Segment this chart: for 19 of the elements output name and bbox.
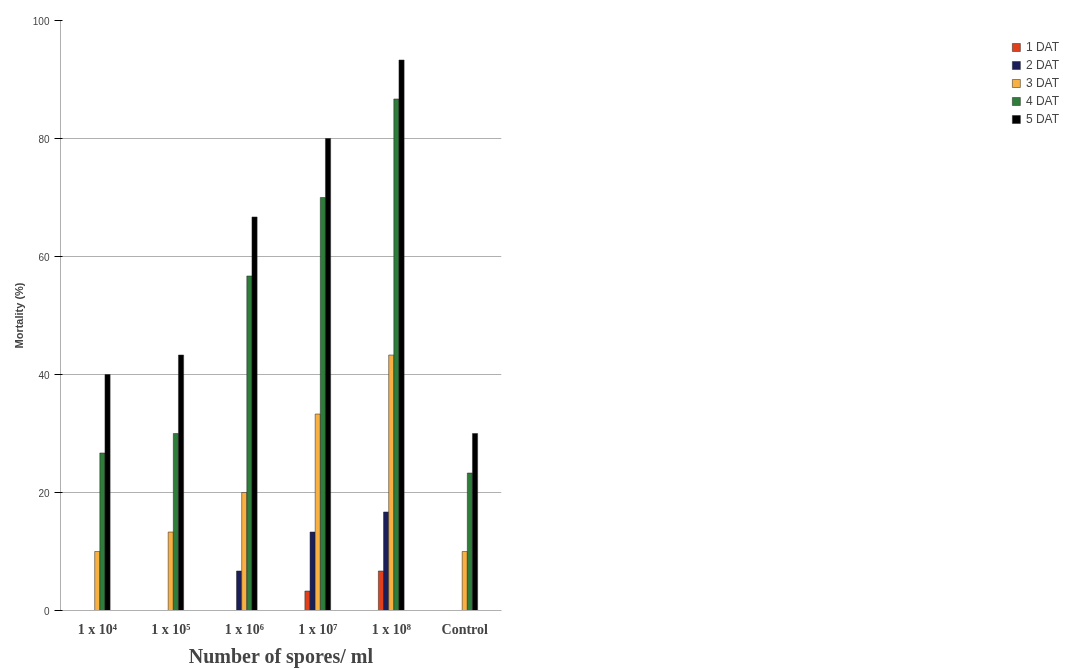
- y-tick-label: 100: [32, 15, 50, 27]
- x-tick-label: Control: [441, 621, 489, 637]
- y-tick-label: 40: [38, 369, 50, 381]
- y-tick-label: 20: [38, 487, 50, 499]
- x-tick-label: 1 x 10⁷: [298, 621, 338, 637]
- x-axis-title: Number of spores/ ml: [188, 644, 374, 668]
- x-tick-label: 1 x 10⁴: [77, 621, 118, 637]
- legend-label: 4 DAT: [1025, 94, 1059, 108]
- x-tick-label: 1 x 10⁵: [151, 621, 191, 637]
- y-axis-title: Mortality (%): [12, 282, 25, 349]
- legend-label: 2 DAT: [1025, 58, 1059, 72]
- y-tick-label: 0: [43, 605, 50, 617]
- legend-label: 1 DAT: [1025, 40, 1059, 54]
- legend-label: 3 DAT: [1025, 76, 1059, 90]
- y-tick-label: 60: [38, 251, 50, 263]
- x-tick-label: 1 x 10⁶: [224, 621, 264, 637]
- legend-label: 5 DAT: [1025, 112, 1059, 126]
- y-tick-label: 80: [38, 133, 50, 145]
- x-tick-label: 1 x 10⁸: [371, 621, 411, 637]
